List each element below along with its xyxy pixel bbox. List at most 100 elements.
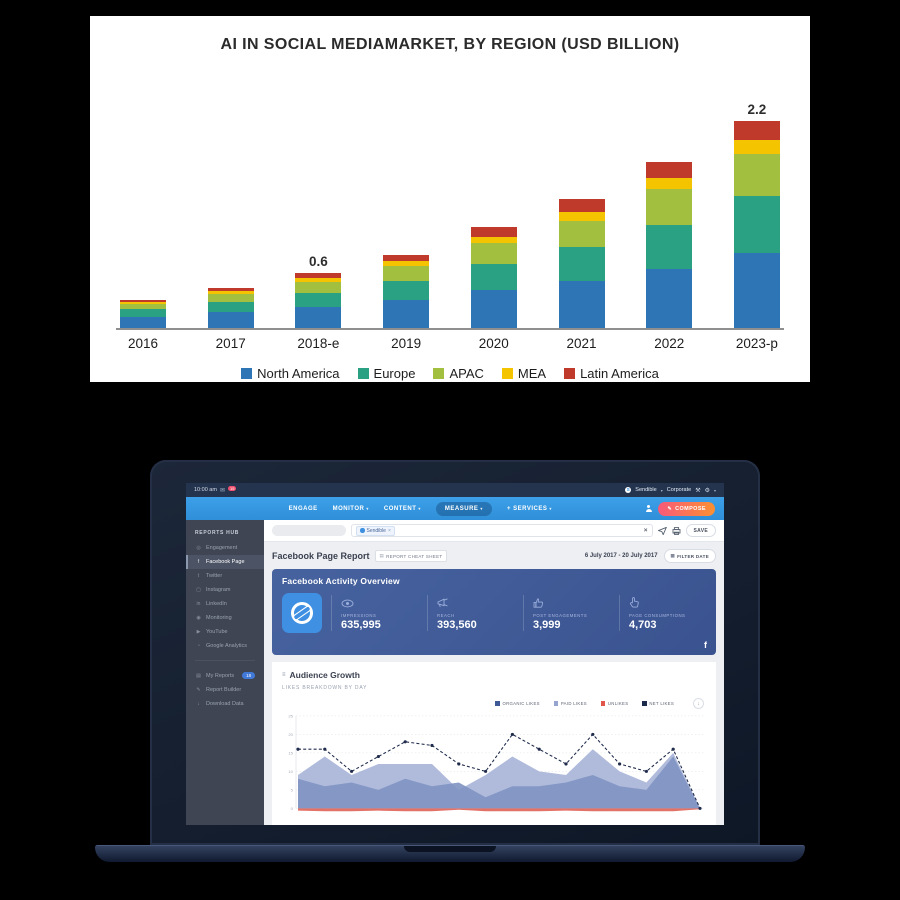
- page-title: Facebook Page Report: [272, 551, 370, 561]
- legend-item-north-america: North America: [241, 366, 340, 381]
- org-menu[interactable]: Corporate: [666, 487, 692, 493]
- legend-swatch: [501, 368, 513, 379]
- x-tick-label: 2018-e: [297, 336, 340, 351]
- report-toolbar: Sendible × × SAVE: [264, 520, 724, 542]
- laptop-base: [95, 845, 805, 862]
- thumbs-up-icon: [533, 595, 544, 612]
- legend-item-latin-america: Latin America: [564, 366, 659, 381]
- sidebar-item-download-data[interactable]: ↓ Download Data: [186, 697, 264, 711]
- nav-tab-content[interactable]: CONTENT ▾: [383, 505, 421, 512]
- stat-value: 635,995: [341, 619, 381, 631]
- segment-europe: [295, 293, 342, 308]
- envelope-icon[interactable]: ✉: [219, 487, 225, 494]
- bar-2016: [116, 299, 170, 328]
- print-icon[interactable]: [672, 526, 681, 535]
- segment-europe: [120, 309, 166, 317]
- user-icon[interactable]: [645, 505, 652, 512]
- stat-post-engagements: POST ENGAGEMENTS 3,999: [523, 595, 610, 631]
- clear-input-icon[interactable]: ×: [643, 527, 648, 534]
- compose-button[interactable]: ✎ COMPOSE: [658, 501, 715, 516]
- eye-icon: [341, 595, 354, 612]
- bar-2019: [379, 254, 433, 328]
- segment-mea: [558, 212, 605, 221]
- segment-mea: [295, 278, 342, 282]
- bar-plot: 0.6 2.2: [116, 78, 784, 330]
- hamburger-icon[interactable]: ≡: [282, 672, 286, 678]
- service-tag-label: Sendible: [366, 527, 386, 534]
- sidebar-item-facebook-page[interactable]: f Facebook Page: [186, 555, 264, 569]
- segment-latin-america: [207, 287, 254, 292]
- download-icon[interactable]: ↓: [693, 698, 704, 709]
- laptop-screen: 10:00 am ✉ 15 S Sendible ▾ Corporate ⚒ ⚙…: [186, 483, 724, 825]
- bar-2021: [555, 199, 609, 328]
- save-button[interactable]: SAVE: [685, 524, 716, 537]
- segment-apac: [295, 281, 342, 294]
- nav-tab-measure[interactable]: MEASURE ▾: [435, 501, 492, 516]
- sidebar-item-report-builder[interactable]: ✎ Report Builder: [196, 687, 242, 693]
- filter-date-button[interactable]: ▦ FILTER DATE: [663, 549, 716, 563]
- x-tick-label: 2016: [127, 336, 159, 351]
- nav-tab-engage[interactable]: ENGAGE: [288, 505, 318, 512]
- segment-latin-america: [470, 227, 517, 237]
- chevron-down-icon: ▾: [549, 506, 552, 511]
- sidebar-item-youtube[interactable]: ▶ YouTube: [196, 629, 228, 635]
- segment-europe: [383, 281, 430, 300]
- segment-mea: [383, 261, 430, 267]
- ai-market-chart-panel: AI IN SOCIAL MEDIAMARKET, BY REGION (USD…: [90, 16, 810, 382]
- legend-swatch: [553, 701, 559, 706]
- sidebar-item-instagram[interactable]: ▢ Instagram: [196, 587, 231, 593]
- audience-growth-chart: 25 20 15 10 5 0: [288, 713, 704, 812]
- sidebar-item-twitter[interactable]: t Twitter: [186, 569, 264, 583]
- sidebar-header: REPORTS HUB: [195, 530, 240, 536]
- legend-item-unlikes[interactable]: UNLIKES: [600, 701, 629, 706]
- bar-value-label: 0.6: [309, 254, 328, 270]
- instagram-icon: ▢: [196, 587, 201, 593]
- segment-mea: [207, 291, 254, 295]
- sidebar-item-engagement[interactable]: ◎ Engagement: [196, 545, 238, 551]
- send-report-icon[interactable]: [657, 526, 667, 535]
- service-filter-input[interactable]: Sendible × ×: [351, 524, 653, 537]
- segment-europe: [558, 247, 605, 281]
- bar-2020: [467, 227, 521, 328]
- notification-badge: 15: [227, 485, 237, 491]
- gear-icon[interactable]: ⚙: [704, 487, 710, 494]
- segment-latin-america: [733, 121, 780, 141]
- sidebar-item-my-reports[interactable]: ▤ My Reports 18: [186, 668, 264, 683]
- nav-links: ENGAGE MONITOR ▾ CONTENT ▾ MEASURE ▾ + SERVICES…: [288, 501, 552, 516]
- account-menu[interactable]: Sendible: [635, 487, 657, 493]
- chevron-down-icon: ▾: [480, 506, 483, 511]
- nav-tab-services[interactable]: + SERVICES ▾: [506, 505, 552, 512]
- segment-europe: [470, 264, 517, 291]
- sidebar-item-linkedin[interactable]: in LinkedIn: [196, 601, 227, 607]
- calendar-icon: ▦: [670, 553, 676, 558]
- remove-tag-icon[interactable]: ×: [387, 527, 391, 534]
- segment-mea: [120, 301, 166, 304]
- facebook-icon: f: [197, 559, 200, 565]
- segment-north-america: [558, 281, 605, 328]
- legend-swatch: [600, 701, 606, 706]
- disabled-report-selector[interactable]: [272, 525, 346, 536]
- cheat-sheet-label: REPORT CHEAT SHEET: [386, 553, 443, 559]
- download-data-icon: ↓: [197, 701, 200, 707]
- legend-item-organic-likes[interactable]: ORGANIC LIKES: [495, 701, 540, 706]
- audience-growth-subtitle: LIKES BREAKDOWN BY DAY: [282, 685, 368, 691]
- x-tick-label: 2023-p: [735, 336, 778, 351]
- service-tag[interactable]: Sendible ×: [356, 525, 395, 536]
- sidebar-item-monitoring[interactable]: ◉ Monitoring: [196, 615, 232, 621]
- legend-item-net-likes[interactable]: NET LIKES: [642, 701, 674, 706]
- segment-latin-america: [383, 254, 430, 262]
- cheat-sheet-button[interactable]: ▤ REPORT CHEAT SHEET: [374, 550, 448, 562]
- facebook-icon: f: [704, 640, 707, 650]
- main-navbar: ENGAGE MONITOR ▾ CONTENT ▾ MEASURE ▾ + SERVICES…: [186, 497, 724, 520]
- chevron-down-icon: ▾: [660, 487, 663, 493]
- laptop-notch: [404, 846, 496, 852]
- svg-text:10: 10: [288, 769, 293, 774]
- nav-tab-monitor[interactable]: MONITOR ▾: [332, 505, 369, 512]
- twitter-icon: t: [197, 573, 200, 579]
- legend-item-paid-likes[interactable]: PAID LIKES: [553, 701, 587, 706]
- stat-value: 393,560: [437, 619, 477, 631]
- wrench-icon[interactable]: ⚒: [695, 487, 701, 494]
- legend-item-europe: Europe: [357, 366, 415, 381]
- sidebar-item-google-analytics[interactable]: ◔ Google Analytics: [196, 643, 247, 649]
- filter-date-label: FILTER DATE: [677, 553, 709, 559]
